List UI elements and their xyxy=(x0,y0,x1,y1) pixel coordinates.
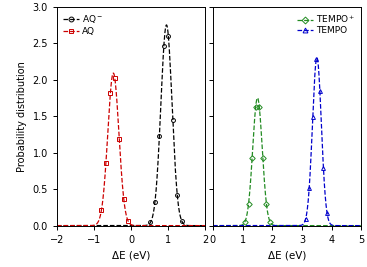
Legend: TEMPO$^+$, TEMPO: TEMPO$^+$, TEMPO xyxy=(295,11,357,37)
Y-axis label: Probability distribution: Probability distribution xyxy=(17,61,27,172)
X-axis label: ΔE (eV): ΔE (eV) xyxy=(112,250,150,260)
Legend: AQ$^-$, AQ: AQ$^-$, AQ xyxy=(61,11,105,38)
X-axis label: ΔE (eV): ΔE (eV) xyxy=(268,250,306,260)
